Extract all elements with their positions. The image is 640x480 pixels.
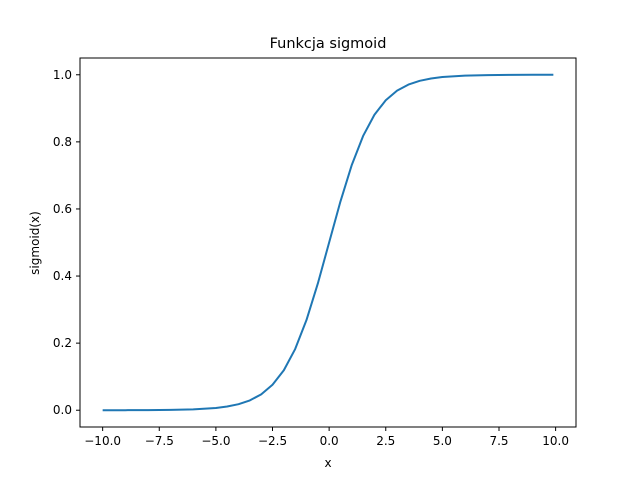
y-tick-label: 0.0 <box>53 403 72 417</box>
series-line <box>102 73 554 412</box>
x-tick-label: 10.0 <box>542 434 569 448</box>
y-axis-ticks: 0.0 0.2 0.4 0.6 0.8 1.0 <box>53 68 80 417</box>
y-tick-label: 0.6 <box>53 202 72 216</box>
x-tick-label: −5.0 <box>201 434 230 448</box>
x-axis-label: x <box>324 456 331 470</box>
y-tick-label: 0.2 <box>53 336 72 350</box>
y-tick-label: 0.8 <box>53 135 72 149</box>
x-tick-label: 0.0 <box>320 434 339 448</box>
x-tick-label: 5.0 <box>433 434 452 448</box>
plot-area: −10.0 −7.5 −5.0 −2.5 0.0 2.5 5.0 7.5 10.0 0.0 0.2… <box>53 57 577 448</box>
x-tick-label: −2.5 <box>258 434 287 448</box>
y-tick-label: 0.4 <box>53 269 72 283</box>
x-tick-label: 7.5 <box>489 434 508 448</box>
y-tick-label: 1.0 <box>53 68 72 82</box>
chart-title: Funkcja sigmoid <box>270 36 387 52</box>
x-tick-label: 2.5 <box>376 434 395 448</box>
series-layer <box>102 73 554 412</box>
x-tick-label: −7.5 <box>145 434 174 448</box>
x-tick-label: −10.0 <box>84 434 121 448</box>
axes-frame <box>79 57 577 428</box>
x-axis-ticks: −10.0 −7.5 −5.0 −2.5 0.0 2.5 5.0 7.5 10.0 <box>84 427 569 448</box>
y-axis-label: sigmoid(x) <box>28 211 42 275</box>
